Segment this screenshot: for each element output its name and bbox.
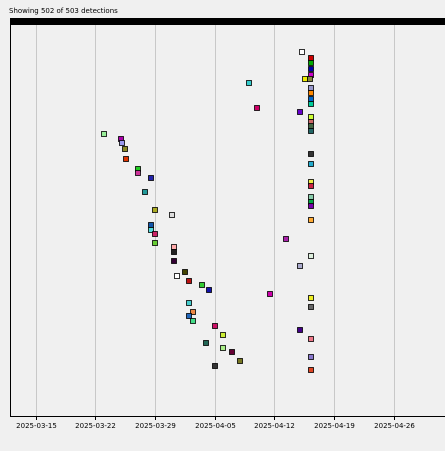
data-point-48[interactable] [174,273,180,279]
data-point-54[interactable] [186,300,192,306]
data-point-51[interactable] [206,287,212,293]
data-point-5[interactable] [302,76,308,82]
data-point-57[interactable] [186,313,192,319]
data-point-23[interactable] [123,156,129,162]
data-point-69[interactable] [308,367,314,373]
data-point-65[interactable] [229,349,235,355]
data-point-13[interactable] [297,109,303,115]
data-point-30[interactable] [142,189,148,195]
plot-background [10,18,445,416]
data-point-26[interactable] [135,170,141,176]
x-axis-ticks: 2025-03-15 2025-03-22 2025-03-29 2025-04-05… [16,416,415,430]
data-point-60[interactable] [297,327,303,333]
data-point-7[interactable] [246,80,252,86]
data-point-67[interactable] [237,358,243,364]
data-point-42[interactable] [171,244,177,250]
data-point-44[interactable] [308,253,314,259]
data-point-8[interactable] [308,85,314,91]
data-point-49[interactable] [186,278,192,284]
data-point-40[interactable] [283,236,289,242]
data-point-0[interactable] [299,49,305,55]
status-text: Showing 502 of 503 detections [9,7,118,15]
data-point-20[interactable] [119,140,125,146]
data-point-18[interactable] [101,131,107,137]
x-tick-label-6: 2025-04-26 [374,422,415,430]
x-tick-label-5: 2025-04-19 [314,422,355,430]
data-point-33[interactable] [308,203,314,209]
data-point-38[interactable] [148,227,154,233]
data-point-47[interactable] [182,269,188,275]
data-point-68[interactable] [212,363,218,369]
data-point-43[interactable] [171,249,177,255]
data-point-66[interactable] [308,354,314,360]
data-point-12[interactable] [254,105,260,111]
x-tick-label-4: 2025-04-12 [254,422,295,430]
data-point-17[interactable] [308,128,314,134]
data-point-45[interactable] [171,258,177,264]
data-point-16[interactable] [308,123,314,129]
data-point-27[interactable] [148,175,154,181]
data-point-50[interactable] [199,282,205,288]
data-point-55[interactable] [308,304,314,310]
data-point-58[interactable] [190,318,196,324]
data-point-31[interactable] [308,194,314,200]
data-point-59[interactable] [212,323,218,329]
data-point-52[interactable] [267,291,273,297]
data-point-35[interactable] [169,212,175,218]
data-point-41[interactable] [152,240,158,246]
x-tick-label-0: 2025-03-15 [16,422,57,430]
data-point-22[interactable] [308,151,314,157]
data-point-11[interactable] [308,101,314,107]
data-point-14[interactable] [308,114,314,120]
data-point-34[interactable] [152,207,158,213]
header-bar [10,18,445,25]
data-point-2[interactable] [308,60,314,66]
data-point-3[interactable] [308,66,314,72]
data-point-37[interactable] [148,222,154,228]
data-point-10[interactable] [308,96,314,102]
data-points [101,49,314,373]
x-tick-label-2: 2025-03-29 [135,422,176,430]
data-point-46[interactable] [297,263,303,269]
data-point-62[interactable] [308,336,314,342]
data-point-36[interactable] [308,217,314,223]
data-point-29[interactable] [308,183,314,189]
data-point-56[interactable] [190,309,196,315]
data-point-21[interactable] [122,146,128,152]
data-point-39[interactable] [152,231,158,237]
data-point-64[interactable] [220,345,226,351]
data-point-6[interactable] [307,76,313,82]
data-point-9[interactable] [308,90,314,96]
x-tick-label-1: 2025-03-22 [75,422,116,430]
data-point-24[interactable] [308,161,314,167]
data-point-61[interactable] [220,332,226,338]
data-point-1[interactable] [308,55,314,61]
data-point-53[interactable] [308,295,314,301]
x-tick-label-3: 2025-04-05 [195,422,236,430]
grid-lines [36,25,395,416]
data-point-63[interactable] [203,340,209,346]
